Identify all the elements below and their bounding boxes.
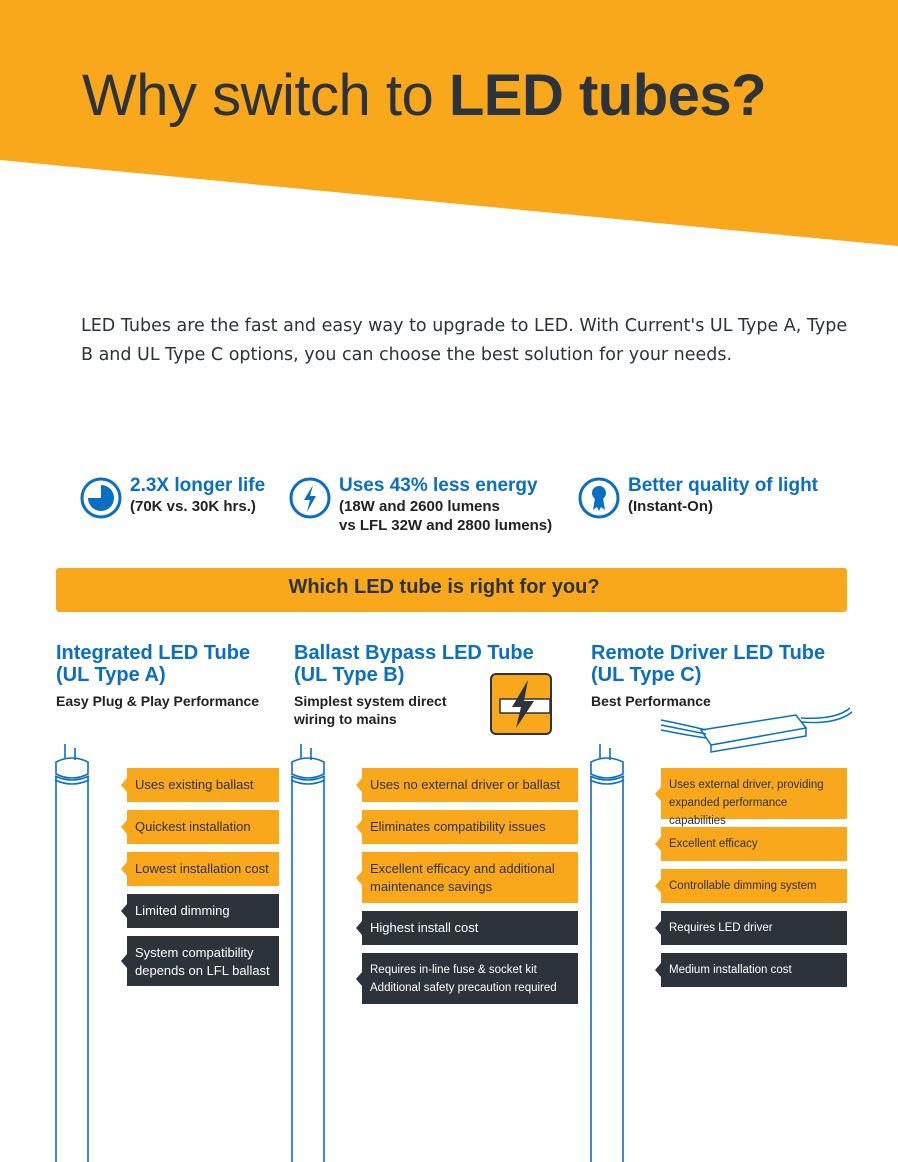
type-a-features: Uses existing ballast Quickest installat… — [121, 768, 279, 986]
type-c-subtitle: Best Performance — [591, 693, 711, 709]
benefit-sub: (18W and 2600 lumens vs LFL 32W and 2800… — [339, 498, 553, 534]
pie-clock-icon — [80, 477, 122, 519]
tube-a-illustration — [54, 744, 90, 1162]
benefit-sub: (70K vs. 30K hrs.) — [130, 498, 256, 515]
feature-con: System compatibility depends on LFL ball… — [121, 936, 279, 986]
benefit-longer-life: 2.3X longer life (70K vs. 30K hrs.) — [80, 475, 265, 519]
type-b-subtitle: Simplest system direct wiring to mains — [294, 693, 447, 727]
bypass-lightning-tube-icon — [490, 673, 552, 735]
tube-c-illustration — [589, 744, 625, 1162]
benefit-less-energy: Uses 43% less energy (18W and 2600 lumens… — [289, 475, 552, 535]
feature-con: Requires LED driver — [655, 911, 847, 945]
feature-pro: Excellent efficacy and additional mainte… — [356, 852, 578, 903]
question-text: Which LED tube is right for you? — [288, 576, 600, 598]
type-a-subtitle: Easy Plug & Play Performance — [56, 693, 260, 709]
header-banner — [0, 0, 898, 246]
feature-con: Requires in-line fuse & socket kit Addit… — [356, 953, 578, 1004]
feature-pro: Uses existing ballast — [121, 768, 279, 802]
feature-pro: Controllable dimming system — [655, 869, 847, 903]
type-c-features: Uses external driver, providing expanded… — [655, 768, 847, 987]
feature-pro: Excellent efficacy — [655, 827, 847, 861]
benefit-sub: (Instant-On) — [628, 498, 713, 515]
led-driver-icon — [660, 707, 853, 753]
feature-pro: Uses no external driver or ballast — [356, 768, 578, 802]
feature-con: Highest install cost — [356, 911, 578, 945]
benefit-title: Uses 43% less energy — [339, 475, 538, 496]
feature-con: Limited dimming — [121, 894, 279, 928]
intro-text: LED Tubes are the fast and easy way to u… — [81, 316, 848, 365]
tube-b-illustration — [290, 744, 326, 1162]
lightning-icon — [289, 477, 331, 519]
page-title: Why switch to LED tubes? — [82, 62, 767, 129]
feature-pro: Quickest installation — [121, 810, 279, 844]
type-b-features: Uses no external driver or ballast Elimi… — [356, 768, 578, 1004]
feature-pro: Eliminates compatibility issues — [356, 810, 578, 844]
benefit-title: 2.3X longer life — [130, 475, 266, 496]
type-c-title: Remote Driver LED Tube (UL Type C) — [591, 642, 826, 686]
benefit-title: Better quality of light — [628, 475, 818, 496]
feature-con: Medium installation cost — [655, 953, 847, 987]
title-bold: LED tubes? — [448, 63, 767, 128]
title-plain: Why switch to — [82, 63, 449, 128]
feature-pro: Uses external driver, providing expanded… — [655, 768, 847, 827]
type-b-title: Ballast Bypass LED Tube (UL Type B) — [294, 642, 534, 686]
feature-pro: Lowest installation cost — [121, 852, 279, 886]
question-banner — [56, 568, 847, 612]
type-a-title: Integrated LED Tube (UL Type A) — [56, 642, 251, 686]
benefit-quality-light: Better quality of light (Instant-On) — [578, 475, 818, 519]
award-ribbon-icon — [578, 477, 620, 519]
